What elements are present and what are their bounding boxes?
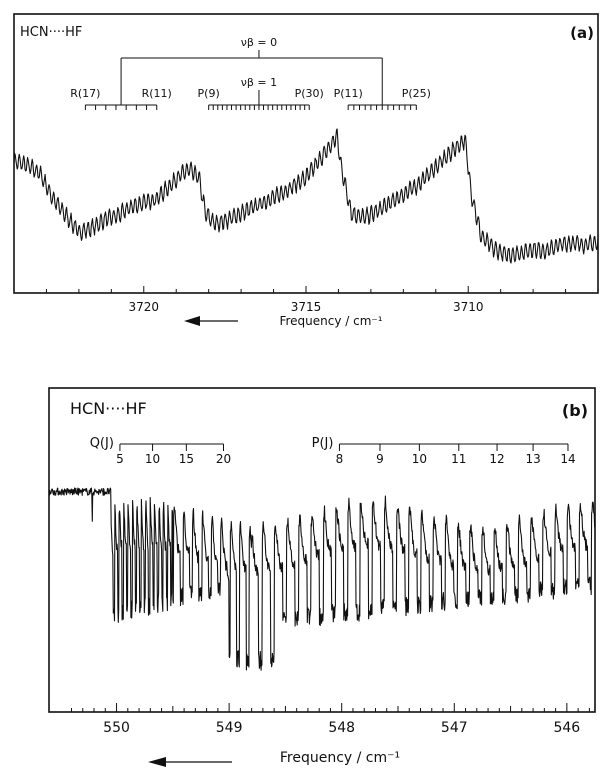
x-tick-label: 549 — [216, 720, 243, 736]
panel-b: HCN····HF (b) 5 10 15 20 Q(J) 8 9 10 11 12 13 14 P(J… — [48, 387, 596, 767]
x-tick-label: 547 — [441, 720, 468, 736]
q-branch-j-label: 5 — [116, 452, 124, 466]
branch-label-left: R(17) — [70, 87, 100, 100]
branch-label-right: P(30) — [295, 87, 324, 100]
p-branch-title: P(J) — [312, 436, 334, 451]
branch-label-left: P(9) — [198, 87, 220, 100]
panel-b-title: HCN····HF — [70, 399, 147, 418]
panel-b-arrow — [148, 757, 232, 767]
q-branch-title: Q(J) — [90, 436, 114, 451]
q-branch-j-label: 15 — [179, 452, 194, 466]
panel-b-spectrum — [48, 487, 596, 671]
panel-a-label: (a) — [570, 24, 594, 42]
panel-a-x-axis: 3720 3715 3710 — [45, 286, 567, 314]
x-tick-label: 3720 — [129, 300, 160, 314]
p-branch-j-label: 13 — [525, 452, 540, 466]
x-tick-label: 550 — [103, 720, 130, 736]
branch-label-right: P(25) — [402, 87, 431, 100]
p-branch-j-label: 14 — [560, 452, 575, 466]
branch-label-left: P(11) — [334, 87, 363, 100]
q-branch-j-label: 10 — [145, 452, 160, 466]
panel-a-arrow — [184, 316, 238, 326]
panel-b-label: (b) — [562, 401, 588, 420]
p-branch-j-label: 12 — [489, 452, 504, 466]
panel-a-trace-line — [13, 128, 599, 264]
panel-b-assignments: 5 10 15 20 Q(J) 8 9 10 11 12 13 14 P(J) — [90, 436, 576, 466]
p-branch-j-label: 9 — [376, 452, 384, 466]
p-branch-j-label: 10 — [412, 452, 427, 466]
x-tick-label: 548 — [328, 720, 355, 736]
panel-b-trace-line — [48, 487, 596, 671]
panel-a-spectrum — [13, 128, 599, 264]
panel-b-frame — [48, 387, 596, 713]
x-tick-label: 3715 — [291, 300, 322, 314]
panel-a-title: HCN····HF — [20, 25, 82, 40]
p-branch-j-label: 11 — [451, 452, 466, 466]
panel-a: HCN····HF (a) νβ = 0 νβ = 1 R(17) R(11) P(9)… — [13, 13, 599, 328]
vb0-label: νβ = 0 — [241, 36, 277, 49]
panel-b-x-axis: 550 549 548 547 546 — [71, 703, 590, 736]
vb1-label: νβ = 1 — [241, 76, 277, 89]
panel-b-xlabel: Frequency / cm⁻¹ — [280, 750, 400, 766]
x-tick-label: 3710 — [453, 300, 484, 314]
x-tick-label: 546 — [553, 720, 580, 736]
p-branch-j-label: 8 — [336, 452, 344, 466]
panel-a-assignments: νβ = 0 νβ = 1 R(17) R(11) P(9) P(30) P(11) P(25… — [70, 36, 431, 110]
q-branch-j-label: 20 — [216, 452, 231, 466]
panel-a-frame — [13, 13, 599, 294]
panel-a-xlabel: Frequency / cm⁻¹ — [279, 314, 382, 328]
branch-label-right: R(11) — [142, 87, 172, 100]
